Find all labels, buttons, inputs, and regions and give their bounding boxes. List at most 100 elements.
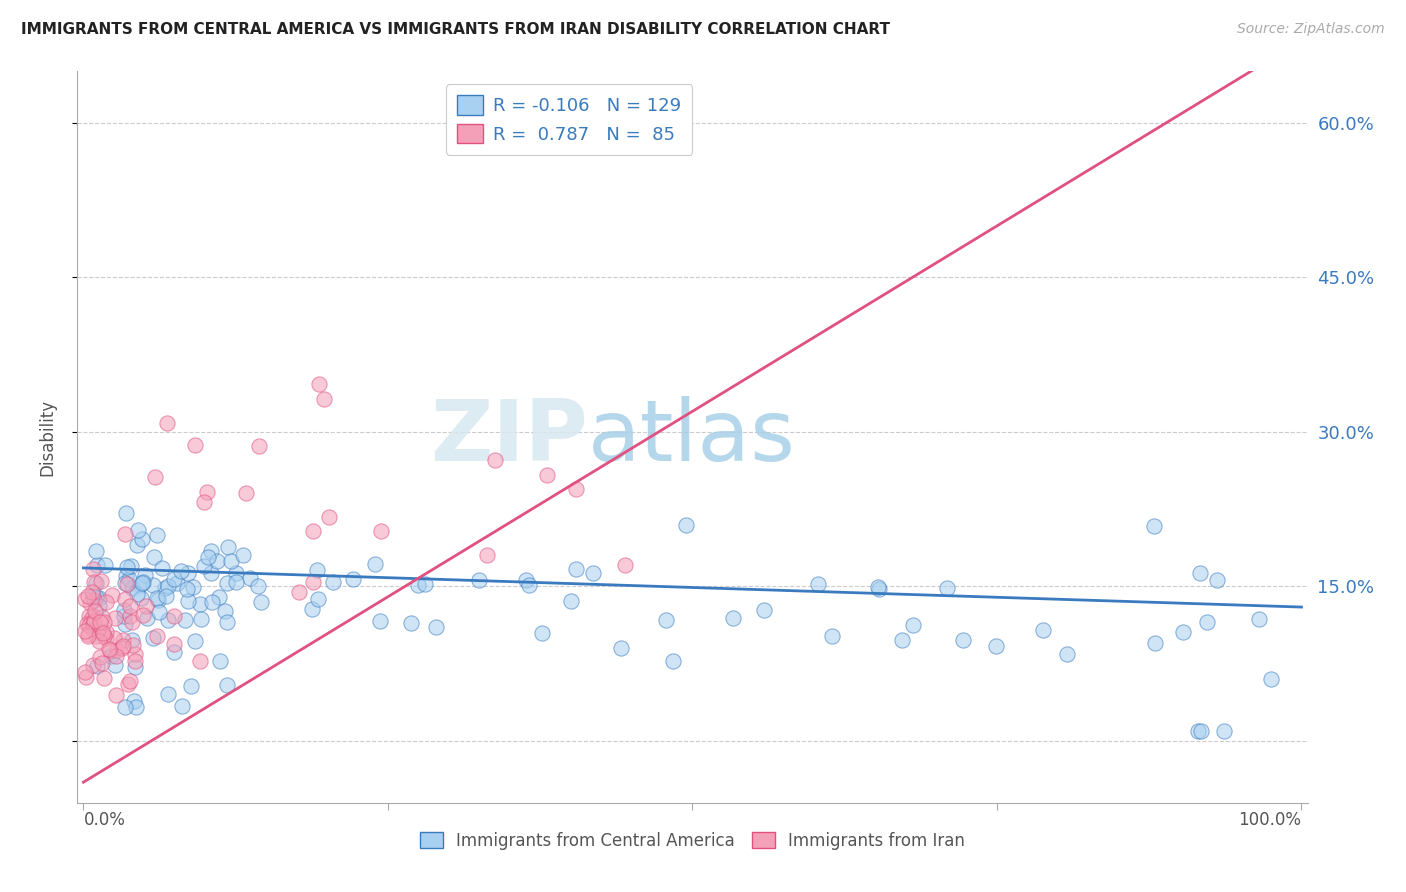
Point <box>156 687 179 701</box>
Point <box>83 593 105 607</box>
Point <box>124 694 146 708</box>
Point <box>129 591 152 605</box>
Point <box>1197 615 1219 630</box>
Point <box>94 558 117 573</box>
Point <box>821 629 844 643</box>
Point <box>180 679 202 693</box>
Point <box>98 643 121 657</box>
Point <box>565 482 588 496</box>
Point <box>93 671 115 685</box>
Point <box>1260 672 1282 686</box>
Point <box>807 576 830 591</box>
Point <box>124 660 146 674</box>
Point <box>163 645 186 659</box>
Point <box>866 580 889 594</box>
Point <box>484 453 506 467</box>
Point <box>235 486 257 500</box>
Legend: Immigrants from Central America, Immigrants from Iran: Immigrants from Central America, Immigra… <box>413 825 972 856</box>
Point <box>114 576 136 591</box>
Point <box>114 616 136 631</box>
Point <box>1143 636 1166 650</box>
Point <box>131 532 153 546</box>
Point <box>193 495 215 509</box>
Point <box>188 597 211 611</box>
Point <box>370 524 392 539</box>
Point <box>132 607 155 622</box>
Point <box>114 526 136 541</box>
Point <box>76 616 98 631</box>
Point <box>146 591 169 606</box>
Point <box>77 629 100 643</box>
Point <box>868 582 890 596</box>
Point <box>170 564 193 578</box>
Point <box>1173 624 1195 639</box>
Point <box>121 615 143 630</box>
Point <box>174 614 197 628</box>
Point <box>84 544 107 558</box>
Point <box>936 582 959 596</box>
Point <box>91 609 114 624</box>
Point <box>117 677 139 691</box>
Point <box>84 590 107 604</box>
Point <box>80 611 103 625</box>
Point <box>288 584 311 599</box>
Point <box>111 632 134 647</box>
Point <box>100 648 122 663</box>
Point <box>901 618 924 632</box>
Point <box>131 575 153 590</box>
Point <box>101 589 124 603</box>
Point <box>120 559 142 574</box>
Text: IMMIGRANTS FROM CENTRAL AMERICA VS IMMIGRANTS FROM IRAN DISABILITY CORRELATION C: IMMIGRANTS FROM CENTRAL AMERICA VS IMMIG… <box>21 22 890 37</box>
Point <box>80 585 103 599</box>
Point <box>200 566 222 581</box>
Point <box>176 582 198 597</box>
Point <box>752 603 775 617</box>
Point <box>127 523 149 537</box>
Point <box>200 544 222 558</box>
Point <box>201 594 224 608</box>
Point <box>302 524 325 539</box>
Point <box>515 573 537 587</box>
Point <box>112 603 135 617</box>
Point <box>318 510 340 524</box>
Point <box>184 438 207 452</box>
Point <box>675 518 697 533</box>
Point <box>98 642 121 657</box>
Point <box>157 579 180 593</box>
Point <box>115 568 138 582</box>
Point <box>125 587 148 601</box>
Point <box>114 699 136 714</box>
Point <box>87 591 110 606</box>
Point <box>129 578 152 592</box>
Point <box>468 574 491 588</box>
Point <box>103 632 125 646</box>
Point <box>82 590 104 604</box>
Point <box>1205 573 1227 587</box>
Point <box>82 622 104 636</box>
Point <box>239 571 262 585</box>
Point <box>86 659 108 673</box>
Point <box>148 605 170 619</box>
Point <box>127 538 149 552</box>
Point <box>84 604 107 618</box>
Point <box>1212 723 1234 738</box>
Point <box>517 578 540 592</box>
Point <box>75 670 97 684</box>
Point <box>142 578 165 592</box>
Point <box>190 612 212 626</box>
Point <box>153 581 176 595</box>
Point <box>89 634 111 648</box>
Text: Source: ZipAtlas.com: Source: ZipAtlas.com <box>1237 22 1385 37</box>
Point <box>111 639 134 653</box>
Point <box>143 470 166 484</box>
Point <box>232 549 254 563</box>
Point <box>104 657 127 672</box>
Point <box>75 665 97 680</box>
Text: 0.0%: 0.0% <box>83 811 125 829</box>
Point <box>105 648 128 663</box>
Point <box>890 632 912 647</box>
Point <box>118 573 141 587</box>
Point <box>114 592 136 607</box>
Point <box>90 574 112 588</box>
Point <box>121 581 143 595</box>
